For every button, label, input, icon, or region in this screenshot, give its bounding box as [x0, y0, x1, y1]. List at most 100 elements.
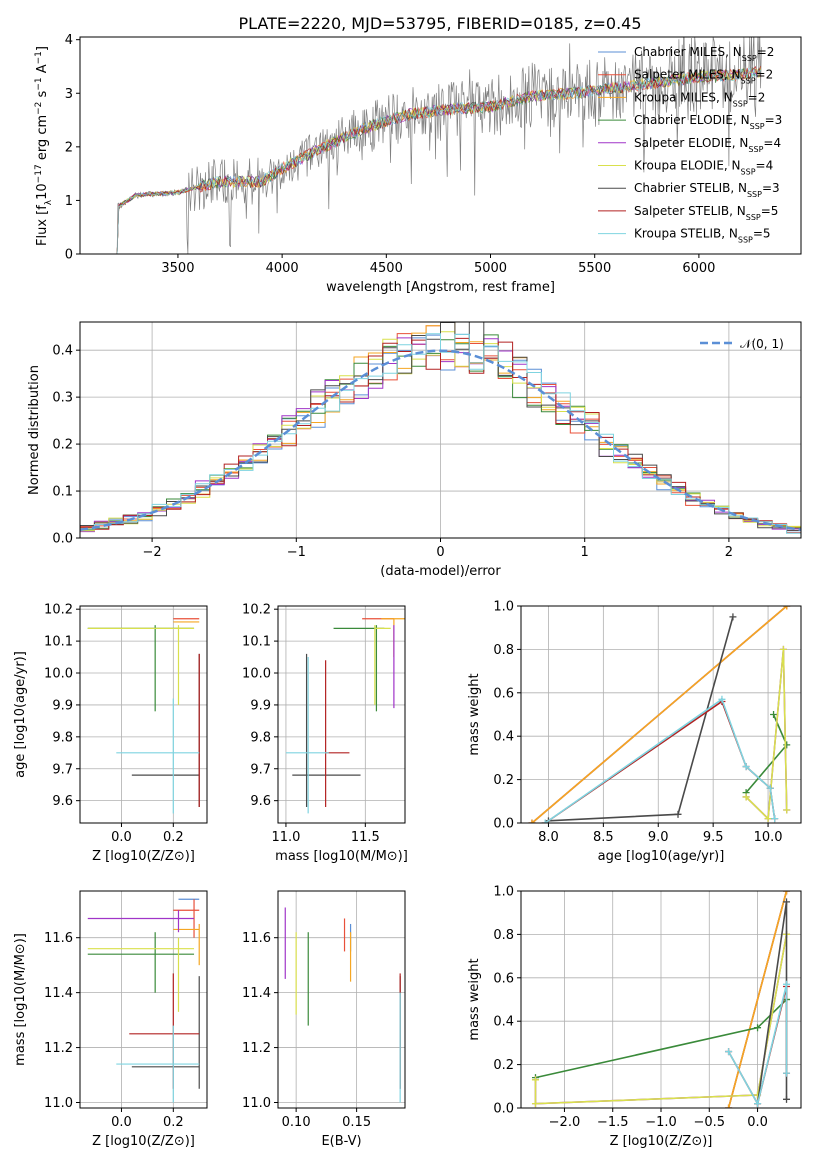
mass-weight-marker: [729, 613, 737, 621]
y-tick-label: 0.8: [493, 928, 514, 943]
label-part: 10: [35, 183, 50, 200]
x-tick-label: −1.0: [645, 1115, 677, 1130]
y-tick-label: 11.4: [44, 986, 73, 1001]
mass-weight-marker: [674, 810, 682, 818]
x-tick-label: 11.0: [271, 830, 300, 845]
mass-weight-marker: [783, 898, 791, 906]
histogram-step-salpeter-stelib: [80, 337, 801, 534]
x-tick-label: 8.5: [593, 830, 614, 845]
legend-sub: SSP: [738, 235, 753, 244]
histogram-step-chabrier-stelib: [80, 322, 801, 531]
mass-weight-marker: [783, 1069, 791, 1077]
label-part: s: [35, 90, 50, 101]
mass-weight-marker: [783, 606, 791, 610]
plot-area: [528, 606, 791, 823]
mass-weight-marker: [783, 741, 791, 749]
mass-weight-marker: [742, 793, 750, 801]
axes-frame: [79, 36, 802, 255]
mass-weight-marker: [770, 711, 778, 718]
mass-weight-marker: [531, 1076, 539, 1084]
label-part: Flux [f: [35, 205, 50, 246]
x-tick-label: 0.0: [111, 830, 132, 845]
label-part: −17: [34, 164, 44, 183]
mass-weight-marker: [783, 891, 791, 895]
legend-name: Salpeter ELODIE, N: [634, 136, 748, 150]
mass-weight-marker: [771, 815, 779, 823]
legend-entry: Kroupa STELIB, NSSP=5: [634, 227, 771, 245]
x-tick-label: 10.0: [754, 830, 783, 845]
legend-name: Chabrier MILES, N: [634, 45, 742, 59]
y-tick-label: 0.4: [493, 1015, 514, 1030]
plot-area: [80, 322, 801, 534]
mass-weight-marker: [764, 815, 772, 823]
y-axis-label: mass weight: [467, 673, 482, 755]
chart-layer: 3500 4000 4500 5000 5500 6000 0 1 2 3 4 wavelength …: [13, 33, 802, 1149]
mass-weight-marker: [742, 763, 750, 771]
plot-area: [115, 37, 762, 254]
x-tick-label: 3500: [161, 261, 194, 276]
x-tick-label: −2: [143, 545, 162, 560]
legend-name: Kroupa ELODIE, N: [634, 159, 741, 173]
x-tick-label: 4000: [266, 261, 299, 276]
x-tick-label: 5500: [578, 261, 611, 276]
y-tick-label: 11.0: [44, 1096, 73, 1111]
mass-weight-marker: [783, 1095, 791, 1103]
mass-weight-line: [745, 649, 788, 821]
y-tick-label: 1.0: [493, 600, 514, 615]
y-tick-label: 11.2: [242, 1041, 271, 1056]
figure-title: PLATE=2220, MJD=53795, FIBERID=0185, z=0…: [238, 14, 641, 33]
plot-area: [531, 891, 791, 1108]
y-tick-label: 2: [65, 140, 73, 155]
legend-name: Salpeter MILES, N: [634, 68, 741, 82]
plot-area: [87, 618, 200, 814]
y-tick-label: 9.6: [250, 794, 271, 809]
legend-name: Kroupa MILES, N: [634, 90, 733, 104]
y-tick-label: 0.2: [493, 773, 514, 788]
y-tick-label: 10.1: [44, 635, 73, 650]
label-part: λ: [44, 199, 54, 205]
histogram-step-kroupa-stelib: [80, 333, 801, 534]
x-tick-label: −1: [287, 545, 306, 560]
axes-frame: [277, 890, 406, 1109]
axes-frame: [277, 605, 406, 824]
x-tick-label: 8.0: [538, 830, 559, 845]
y-tick-label: 4: [65, 33, 73, 48]
x-axis-label: wavelength [Angstrom, rest frame]: [326, 280, 555, 295]
y-tick-label: 0.1: [52, 485, 73, 500]
legend-entry: Salpeter STELIB, NSSP=5: [634, 204, 778, 222]
y-tick-label: 10.1: [242, 635, 271, 650]
y-tick-label: 10.0: [242, 667, 271, 682]
y-tick-label: 9.9: [52, 698, 73, 713]
legend-sub: SSP: [741, 167, 756, 176]
x-tick-label: 0.2: [163, 830, 184, 845]
mass-weight-marker: [725, 1048, 733, 1056]
mass-weight-line: [745, 714, 788, 794]
mass-weight-marker: [541, 819, 549, 823]
legend-name: Salpeter STELIB, N: [634, 204, 746, 218]
label-part: erg cm: [35, 115, 50, 164]
y-tick-label: 9.6: [52, 794, 73, 809]
y-tick-label: 10.2: [44, 603, 73, 618]
y-tick-label: 0.0: [52, 532, 73, 547]
legend-sub: SSP: [742, 54, 757, 63]
axes-frame: [520, 605, 802, 824]
legend-value: =5: [761, 204, 779, 218]
y-tick-label: 0.6: [493, 971, 514, 986]
y-tick-label: 10.2: [242, 603, 271, 618]
y-tick-label: 11.4: [242, 986, 271, 1001]
legend-sub: SSP: [748, 144, 763, 153]
y-tick-label: 9.7: [52, 762, 73, 777]
legend-entry: Salpeter ELODIE, NSSP=4: [634, 136, 781, 154]
label-part: −1: [34, 51, 44, 64]
y-tick-label: 11.0: [242, 1096, 271, 1111]
mass-weight-marker: [754, 1024, 762, 1032]
label-part: ]: [35, 46, 50, 51]
y-axis-label: mass weight: [467, 958, 482, 1040]
y-tick-label: 0.3: [52, 391, 73, 406]
legend-sub: SSP: [746, 212, 761, 221]
x-axis-label: age [log10(age/yr)]: [598, 849, 725, 864]
mass-weight-marker: [528, 819, 536, 823]
y-tick-label: 9.8: [52, 730, 73, 745]
x-tick-label: 0.10: [282, 1115, 311, 1130]
x-axis-label: E(B-V): [321, 1134, 361, 1149]
